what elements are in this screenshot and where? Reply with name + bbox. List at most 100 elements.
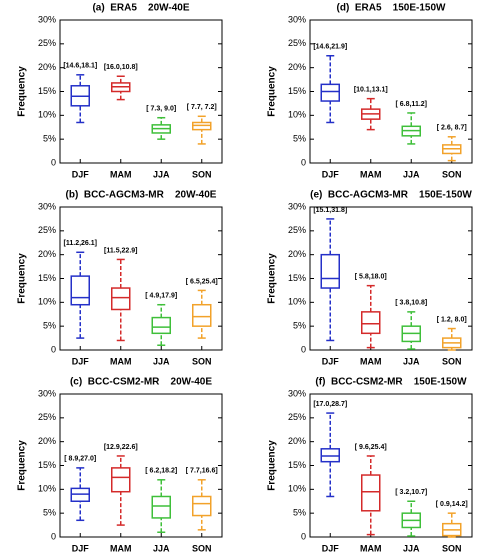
y-tick-label: 5% (293, 508, 306, 518)
x-tick-label: MAM (110, 169, 132, 179)
annotation: [10.1,13.1] (354, 86, 388, 93)
x-tick-label: SON (192, 169, 212, 179)
x-tick-label: SON (442, 543, 462, 553)
x-tick-label: SON (442, 356, 462, 366)
box (111, 287, 131, 311)
y-tick-label: 25% (38, 412, 56, 422)
x-tick-label: DJF (72, 169, 90, 179)
y-tick-label: 25% (288, 38, 306, 48)
box (151, 316, 171, 335)
annotation: [ 0.9,14.2] (436, 501, 468, 508)
y-axis-label: Frequency (17, 66, 28, 117)
y-tick-label: 25% (288, 412, 306, 422)
y-tick-label: 30% (288, 14, 306, 24)
y-tick-label: 10% (38, 110, 56, 120)
x-tick-label: MAM (110, 543, 132, 553)
x-tick-label: JJA (403, 169, 420, 179)
annotation: [ 1.2, 8.0] (437, 316, 467, 323)
y-tick-label: 30% (288, 201, 306, 211)
y-tick-label: 0 (51, 344, 56, 354)
y-axis-label: Frequency (267, 253, 278, 304)
y-tick-label: 0 (301, 344, 306, 354)
panel-title: (c) BCC-CSM2-MR 20W-40E (70, 377, 212, 388)
box (320, 253, 340, 289)
annotation: [ 7.7,16.6] (186, 468, 218, 475)
x-tick-label: DJF (322, 356, 340, 366)
x-tick-label: SON (192, 543, 212, 553)
y-tick-label: 10% (288, 484, 306, 494)
panel-title: (a) ERA5 20W-40E (92, 3, 189, 14)
y-tick-label: 0 (51, 531, 56, 541)
plot-frame (309, 393, 473, 538)
y-tick-label: 0 (301, 157, 306, 167)
box (192, 495, 212, 517)
box (320, 83, 340, 102)
x-tick-label: JJA (153, 169, 170, 179)
x-tick-label: SON (192, 356, 212, 366)
y-tick-label: 15% (38, 273, 56, 283)
y-tick-label: 10% (38, 484, 56, 494)
annotation: [ 8.9,27.0] (64, 456, 96, 463)
x-tick-label: MAM (360, 356, 382, 366)
y-tick-label: 0 (51, 157, 56, 167)
x-tick-label: DJF (322, 543, 340, 553)
y-tick-label: 15% (288, 273, 306, 283)
panel-title: (d) ERA5 150E-150W (337, 3, 446, 14)
x-tick-label: JJA (153, 543, 170, 553)
box (192, 303, 212, 327)
annotation: [ 4.9,17.9] (145, 293, 177, 300)
annotation: [12.9,22.6] (104, 444, 138, 451)
y-tick-label: 5% (293, 134, 306, 144)
y-tick-label: 5% (293, 321, 306, 331)
y-tick-label: 20% (38, 249, 56, 259)
y-tick-label: 20% (288, 249, 306, 259)
box (361, 311, 381, 335)
x-tick-label: JJA (403, 543, 420, 553)
annotation: [ 2.6, 8.7] (437, 125, 467, 132)
annotation: [15.1,31.8] (313, 207, 347, 214)
annotation: [16.0,10.8] (104, 64, 138, 71)
y-axis-label: Frequency (267, 66, 278, 117)
y-tick-label: 20% (38, 436, 56, 446)
annotation: [ 3.2,10.7] (395, 489, 427, 496)
y-tick-label: 10% (38, 297, 56, 307)
y-tick-label: 15% (288, 86, 306, 96)
x-tick-label: JJA (403, 356, 420, 366)
x-tick-label: MAM (110, 356, 132, 366)
x-tick-label: MAM (360, 169, 382, 179)
y-tick-label: 10% (288, 110, 306, 120)
y-tick-label: 30% (38, 388, 56, 398)
annotation: [ 6.5,25.4] (186, 278, 218, 285)
annotation: [ 6.2,18.2] (145, 468, 177, 475)
y-tick-label: 25% (288, 225, 306, 235)
y-tick-label: 25% (38, 38, 56, 48)
y-tick-label: 5% (43, 321, 56, 331)
annotation: [11.5,22.9] (104, 247, 137, 254)
x-tick-label: MAM (360, 543, 382, 553)
x-tick-label: DJF (72, 356, 90, 366)
y-tick-label: 0 (301, 531, 306, 541)
y-tick-label: 30% (38, 201, 56, 211)
box (151, 495, 171, 519)
y-tick-label: 20% (288, 436, 306, 446)
annotation: [ 7.3, 9.0] (146, 106, 176, 113)
y-tick-label: 10% (288, 297, 306, 307)
box (111, 467, 131, 493)
y-axis-label: Frequency (267, 440, 278, 491)
annotation: [ 9.6,25.4] (355, 444, 387, 451)
y-tick-label: 30% (288, 388, 306, 398)
y-tick-label: 15% (288, 460, 306, 470)
annotation: [ 6.8,11.2] (395, 101, 427, 108)
y-tick-label: 5% (43, 134, 56, 144)
annotation: [11.2,26.1] (64, 240, 97, 247)
y-tick-label: 25% (38, 225, 56, 235)
y-tick-label: 30% (38, 14, 56, 24)
x-tick-label: DJF (322, 169, 340, 179)
annotation: [14.6,21.9] (313, 44, 347, 51)
panel-title: (e) BCC-AGCM3-MR 150E-150W (310, 190, 472, 201)
annotation: [ 7.7, 7.2] (187, 104, 217, 111)
x-tick-label: SON (442, 169, 462, 179)
y-tick-label: 15% (38, 86, 56, 96)
y-tick-label: 15% (38, 460, 56, 470)
